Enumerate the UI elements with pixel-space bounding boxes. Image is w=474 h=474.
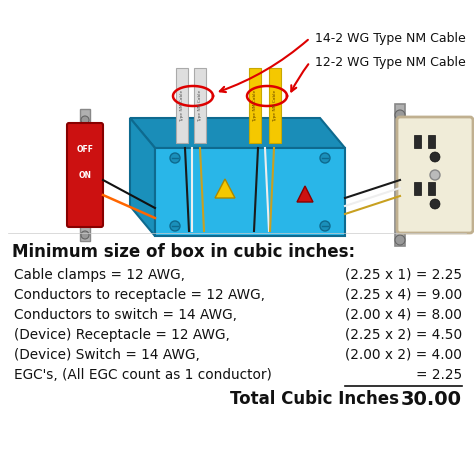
Text: Type NM Cable: Type NM Cable — [273, 90, 277, 122]
Polygon shape — [130, 118, 155, 236]
FancyBboxPatch shape — [269, 68, 281, 143]
Text: Minimum size of box in cubic inches:: Minimum size of box in cubic inches: — [12, 243, 355, 261]
Text: Conductors to switch = 14 AWG,: Conductors to switch = 14 AWG, — [14, 308, 237, 322]
FancyBboxPatch shape — [67, 123, 103, 227]
Circle shape — [430, 199, 440, 209]
Polygon shape — [297, 186, 313, 202]
Circle shape — [320, 153, 330, 163]
Text: (2.00 x 2) = 4.00: (2.00 x 2) = 4.00 — [345, 348, 462, 362]
Text: Type NM Cable: Type NM Cable — [253, 90, 257, 122]
Circle shape — [81, 116, 89, 124]
FancyBboxPatch shape — [194, 68, 206, 143]
FancyBboxPatch shape — [249, 68, 261, 143]
Text: 14-2 WG Type NM Cable: 14-2 WG Type NM Cable — [315, 31, 466, 45]
Text: EGC's, (All EGC count as 1 conductor): EGC's, (All EGC count as 1 conductor) — [14, 368, 272, 382]
Text: (2.00 x 4) = 8.00: (2.00 x 4) = 8.00 — [345, 308, 462, 322]
Circle shape — [170, 221, 180, 231]
Text: Type NM Cable: Type NM Cable — [198, 90, 202, 122]
Circle shape — [170, 153, 180, 163]
FancyBboxPatch shape — [395, 104, 405, 246]
Text: Conductors to receptacle = 12 AWG,: Conductors to receptacle = 12 AWG, — [14, 288, 265, 302]
FancyBboxPatch shape — [428, 135, 435, 148]
Circle shape — [430, 170, 440, 180]
Text: OFF: OFF — [76, 146, 93, 155]
FancyBboxPatch shape — [80, 109, 90, 241]
FancyBboxPatch shape — [414, 135, 421, 148]
Polygon shape — [130, 118, 345, 148]
Circle shape — [81, 231, 89, 239]
Polygon shape — [215, 179, 235, 198]
Circle shape — [395, 235, 405, 245]
Text: ON: ON — [79, 171, 91, 180]
Text: Cable clamps = 12 AWG,: Cable clamps = 12 AWG, — [14, 268, 185, 282]
Circle shape — [430, 152, 440, 162]
Text: = 2.25: = 2.25 — [416, 368, 462, 382]
Text: (2.25 x 4) = 9.00: (2.25 x 4) = 9.00 — [345, 288, 462, 302]
FancyBboxPatch shape — [397, 117, 473, 233]
Text: (Device) Receptacle = 12 AWG,: (Device) Receptacle = 12 AWG, — [14, 328, 230, 342]
FancyBboxPatch shape — [414, 182, 421, 195]
FancyBboxPatch shape — [155, 148, 345, 236]
FancyBboxPatch shape — [428, 182, 435, 195]
Text: (Device) Switch = 14 AWG,: (Device) Switch = 14 AWG, — [14, 348, 200, 362]
FancyBboxPatch shape — [176, 68, 188, 143]
Text: Total Cubic Inches: Total Cubic Inches — [230, 390, 399, 408]
Text: 30.00: 30.00 — [401, 390, 462, 409]
Circle shape — [320, 221, 330, 231]
Text: 12-2 WG Type NM Cable: 12-2 WG Type NM Cable — [315, 55, 466, 69]
Text: Type NM Cable: Type NM Cable — [180, 90, 184, 122]
Text: (2.25 x 1) = 2.25: (2.25 x 1) = 2.25 — [345, 268, 462, 282]
Text: (2.25 x 2) = 4.50: (2.25 x 2) = 4.50 — [345, 328, 462, 342]
Circle shape — [395, 110, 405, 120]
